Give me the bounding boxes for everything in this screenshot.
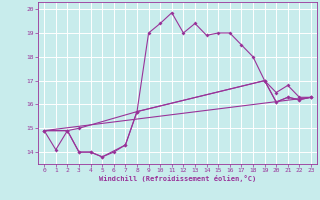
X-axis label: Windchill (Refroidissement éolien,°C): Windchill (Refroidissement éolien,°C) xyxy=(99,175,256,182)
